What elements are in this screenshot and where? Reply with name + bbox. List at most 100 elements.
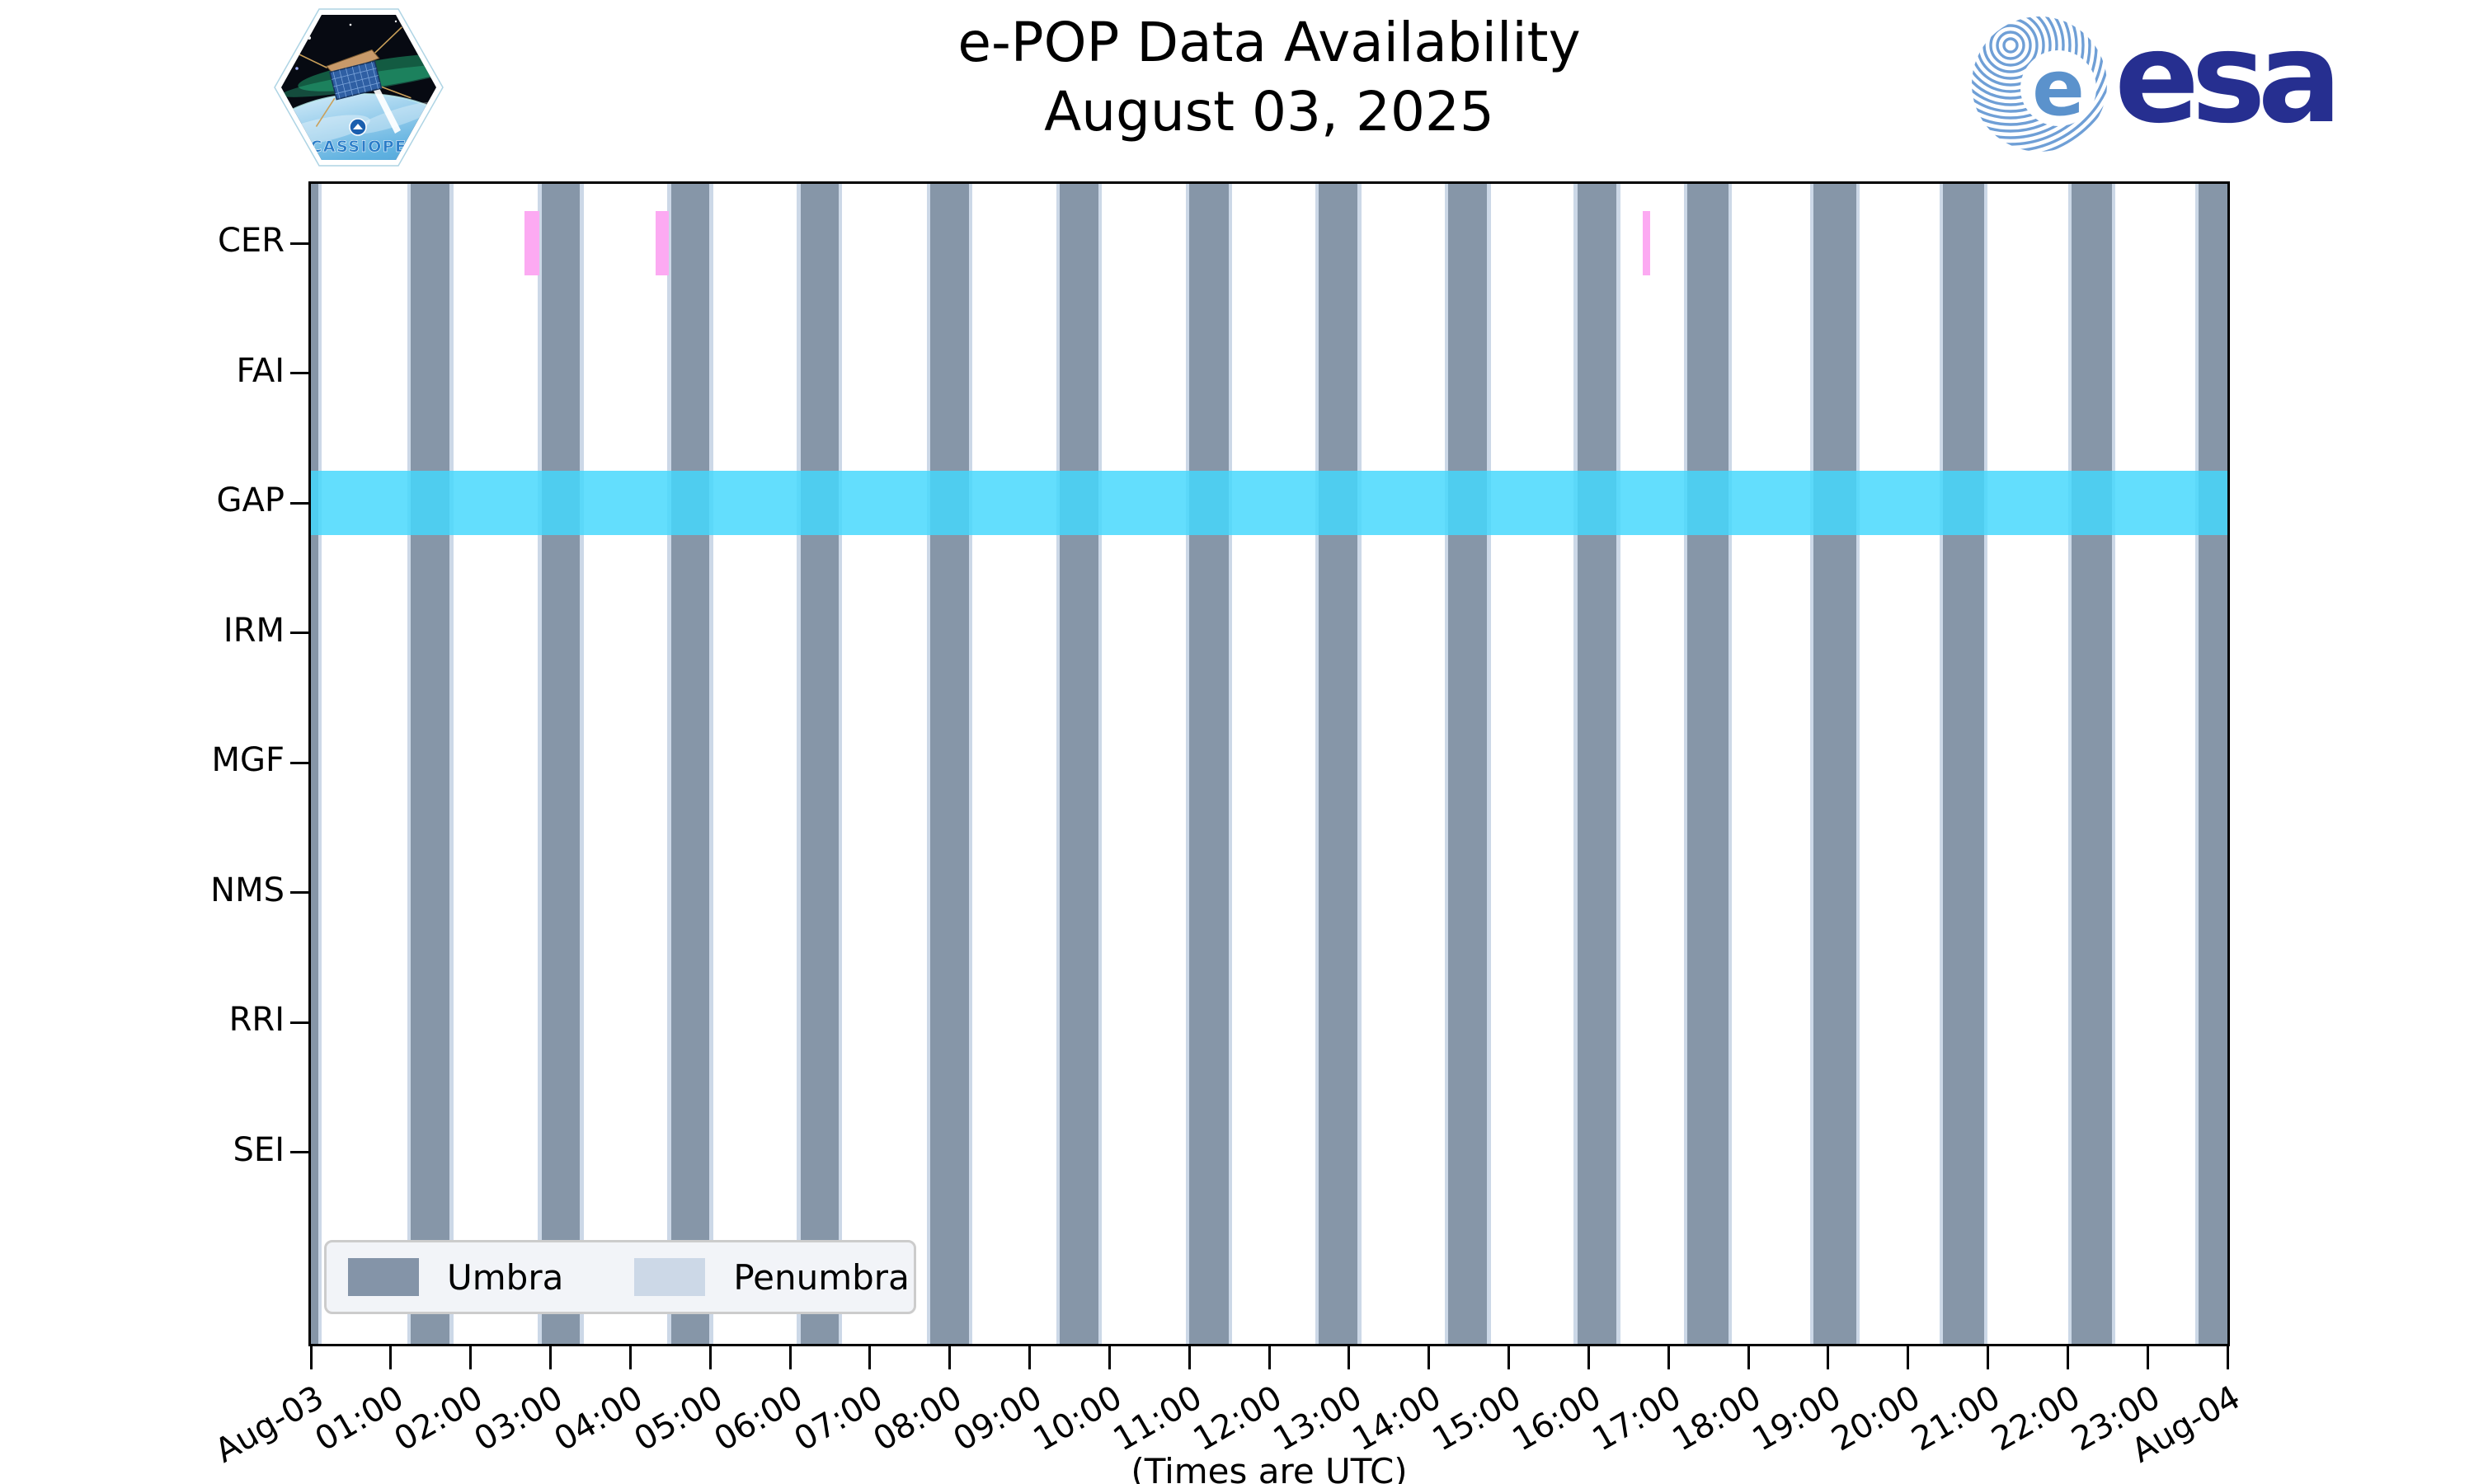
x-tick-label-text: 17:00 xyxy=(1586,1378,1688,1459)
penumbra-band xyxy=(2067,184,2072,1344)
penumbra-band xyxy=(1810,184,1814,1344)
penumbra-legend-swatch xyxy=(634,1258,706,1296)
x-tick-label-text: 08:00 xyxy=(867,1378,969,1459)
x-tick-label-text: 11:00 xyxy=(1107,1378,1209,1459)
umbra-band xyxy=(411,184,450,1344)
chart-title: e-POP Data Availability August 03, 2025 xyxy=(311,8,2227,148)
x-tick xyxy=(1747,1346,1750,1369)
umbra-band xyxy=(1447,184,1488,1344)
esa-globe-icon: e xyxy=(1972,16,2107,152)
x-tick-label-text: 12:00 xyxy=(1187,1378,1288,1459)
availability-bar-cer xyxy=(1643,211,1650,275)
x-tick-label-text: 20:00 xyxy=(1825,1378,1927,1459)
y-tick xyxy=(290,1021,308,1024)
y-tick-label-fai: FAI xyxy=(236,351,285,390)
penumbra-band xyxy=(1357,184,1362,1344)
penumbra-band xyxy=(2194,184,2199,1344)
svg-text:e: e xyxy=(2032,44,2085,134)
x-tick xyxy=(469,1346,473,1369)
umbra-legend-swatch xyxy=(348,1258,419,1296)
penumbra-band xyxy=(1856,184,1860,1344)
x-tick xyxy=(1348,1346,1351,1369)
penumbra-band xyxy=(1056,184,1061,1344)
x-tick xyxy=(2226,1346,2229,1369)
penumbra-band xyxy=(1228,184,1232,1344)
x-tick xyxy=(1427,1346,1431,1369)
x-tick-label-text: 06:00 xyxy=(708,1378,809,1459)
penumbra-band xyxy=(1616,184,1620,1344)
penumbra-band xyxy=(407,184,412,1344)
x-tick-label-text: 22:00 xyxy=(1985,1378,2087,1459)
x-tick xyxy=(2066,1346,2069,1369)
y-tick-label-rri: RRI xyxy=(228,1001,285,1039)
satellite-beam xyxy=(369,80,401,134)
x-tick-label-text: 02:00 xyxy=(388,1378,490,1459)
x-tick xyxy=(1667,1346,1670,1369)
y-tick-label-cer: CER xyxy=(218,222,285,260)
legend: Umbra Penumbra xyxy=(324,1240,916,1314)
x-tick-label-text: 07:00 xyxy=(787,1378,889,1459)
satellite xyxy=(292,26,412,128)
penumbra-band xyxy=(1315,184,1319,1344)
x-tick xyxy=(1188,1346,1191,1369)
penumbra-band xyxy=(1444,184,1448,1344)
y-tick-label-sei: SEI xyxy=(233,1130,285,1169)
x-tick xyxy=(628,1346,632,1369)
y-tick-label-mgf: MGF xyxy=(211,741,285,779)
x-tick-label-text: 03:00 xyxy=(468,1378,570,1459)
umbra-band xyxy=(1813,184,1856,1344)
x-tick-label-text: 05:00 xyxy=(628,1378,730,1459)
penumbra-band xyxy=(839,184,843,1344)
x-axis-title: (Times are UTC) xyxy=(1131,1451,1408,1484)
y-tick xyxy=(290,632,308,634)
penumbra-band xyxy=(317,184,322,1344)
x-tick-label-text: 04:00 xyxy=(548,1378,650,1459)
y-tick-label-nms: NMS xyxy=(210,871,285,909)
availability-bar-cer xyxy=(656,211,669,275)
umbra-band xyxy=(2199,184,2227,1344)
umbra-legend-label: Umbra xyxy=(447,1256,564,1298)
penumbra-band xyxy=(1185,184,1190,1344)
x-tick xyxy=(1108,1346,1111,1369)
x-tick-label-text: 14:00 xyxy=(1346,1378,1448,1459)
umbra-band xyxy=(1319,184,1358,1344)
penumbra-band xyxy=(797,184,801,1344)
penumbra-band xyxy=(2111,184,2115,1344)
x-tick xyxy=(948,1346,952,1369)
x-tick xyxy=(1268,1346,1271,1369)
y-tick xyxy=(290,1151,308,1153)
umbra-band xyxy=(1060,184,1098,1344)
y-tick-label-irm: IRM xyxy=(223,611,285,650)
y-tick xyxy=(290,891,308,894)
x-tick xyxy=(1987,1346,1989,1369)
x-tick xyxy=(1907,1346,1910,1369)
umbra-band xyxy=(311,184,318,1344)
esa-wordmark: esa xyxy=(2114,5,2342,151)
x-tick-label-text: 19:00 xyxy=(1745,1378,1847,1459)
penumbra-band xyxy=(1983,184,1987,1344)
availability-bar-cer xyxy=(524,211,539,275)
x-tick-label-text: 21:00 xyxy=(1905,1378,2007,1459)
umbra-band xyxy=(2072,184,2112,1344)
x-tick-label-text: 16:00 xyxy=(1506,1378,1608,1459)
x-tick xyxy=(2146,1346,2149,1369)
plot-data-region xyxy=(311,184,2227,1344)
x-tick xyxy=(1507,1346,1510,1369)
x-tick-label-text: 10:00 xyxy=(1027,1378,1129,1459)
x-tick xyxy=(1028,1346,1031,1369)
chart-title-line1: e-POP Data Availability xyxy=(957,11,1581,74)
umbra-band xyxy=(1577,184,1617,1344)
penumbra-band xyxy=(1098,184,1103,1344)
penumbra-band xyxy=(709,184,713,1344)
penumbra-band xyxy=(538,184,542,1344)
x-tick-label-text: 15:00 xyxy=(1426,1378,1528,1459)
plot-area: Umbra Penumbra xyxy=(308,181,2230,1346)
x-tick-label-text: 18:00 xyxy=(1666,1378,1767,1459)
penumbra-band xyxy=(1728,184,1733,1344)
x-tick xyxy=(309,1346,313,1369)
penumbra-band xyxy=(580,184,584,1344)
penumbra-band xyxy=(1487,184,1491,1344)
x-tick xyxy=(708,1346,712,1369)
x-tick-label-text: 09:00 xyxy=(947,1378,1049,1459)
